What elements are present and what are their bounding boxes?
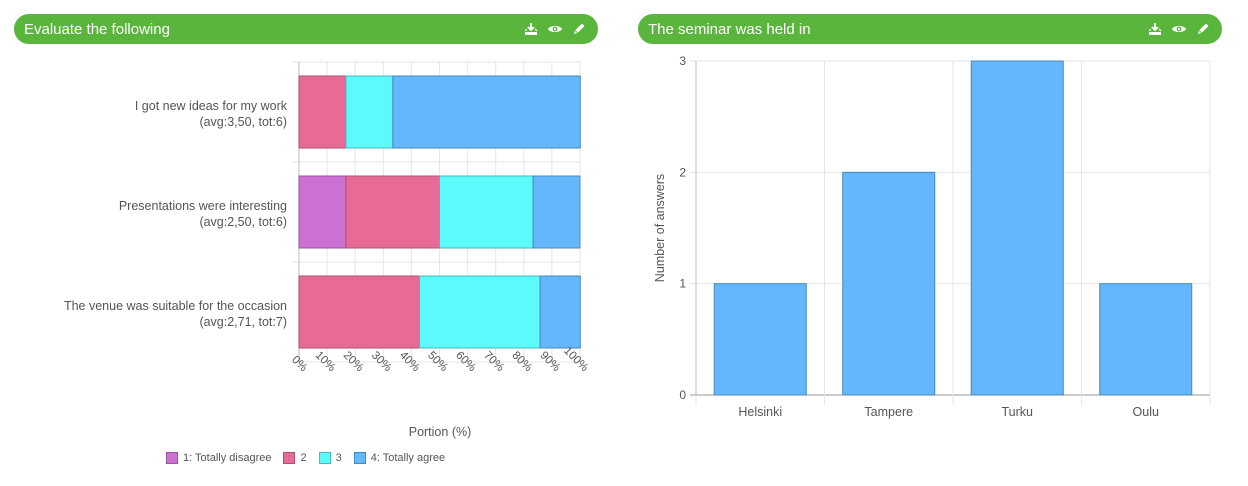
legend-label: 1: Totally disagree <box>183 452 272 464</box>
x-tick-label: Oulu <box>1133 405 1159 419</box>
bar <box>842 171 936 396</box>
y-tick-label: 1 <box>679 277 686 291</box>
category-label-stats: (avg:3,50, tot:6) <box>199 115 287 129</box>
legend-label: 3 <box>335 452 342 464</box>
x-tick-label: 0% <box>289 354 309 374</box>
bar-segment <box>539 275 581 349</box>
legend-label: 2 <box>300 452 307 464</box>
x-axis-label: Portion (%) <box>409 425 472 439</box>
download-icon[interactable] <box>522 20 540 38</box>
legend-swatch <box>166 452 178 464</box>
y-axis-label: Number of answers <box>653 174 667 282</box>
x-tick-label: Helsinki <box>738 405 782 419</box>
bar <box>713 283 807 396</box>
right-panel-header: The seminar was held in <box>638 14 1222 44</box>
left-panel: Evaluate the following I got new ideas f… <box>0 0 610 486</box>
bar-segment <box>439 175 534 249</box>
legend-swatch <box>283 452 296 464</box>
bar-segment <box>345 175 440 249</box>
eye-icon[interactable] <box>546 20 564 38</box>
pencil-icon[interactable] <box>570 20 588 38</box>
bar-segment <box>298 275 421 349</box>
legend-item: 4: Totally agree <box>353 452 446 464</box>
legend: 1: Totally disagree 2 3 4: Totally agree <box>166 452 445 464</box>
right-panel: The seminar was held in 0 1 2 3 Helsinki Tamp… <box>624 0 1248 486</box>
right-panel-title: The seminar was held in <box>648 20 811 38</box>
bar-segment <box>532 175 581 249</box>
category-label: Presentations were interesting <box>119 199 287 213</box>
y-tick-label: 2 <box>679 165 686 179</box>
bar <box>970 60 1064 396</box>
bar-segment <box>298 175 347 249</box>
category-label: I got new ideas for my work <box>135 99 288 113</box>
bar <box>1099 283 1193 396</box>
x-tick-label: Tampere <box>864 405 913 419</box>
legend-item: 1: Totally disagree <box>166 452 271 464</box>
download-icon[interactable] <box>1146 20 1164 38</box>
legend-swatch <box>353 452 366 464</box>
left-panel-title: Evaluate the following <box>24 20 170 38</box>
x-tick-label: Turku <box>1002 405 1034 419</box>
bar-segment <box>298 75 347 149</box>
y-tick-label: 0 <box>679 388 686 402</box>
category-label-stats: (avg:2,50, tot:6) <box>199 215 287 229</box>
bar-segment <box>392 75 581 149</box>
legend-swatch <box>318 452 331 464</box>
category-label: The venue was suitable for the occasion <box>64 299 287 313</box>
category-label-stats: (avg:2,71, tot:7) <box>199 315 287 329</box>
eye-icon[interactable] <box>1170 20 1188 38</box>
bar-segment <box>345 75 394 149</box>
column-chart: 0 1 2 3 Helsinki Tampere Turku Oulu Number of an… <box>653 54 1211 419</box>
bar-segment <box>419 275 541 349</box>
legend-label: 4: Totally agree <box>370 452 446 464</box>
x-tick-label: 100% <box>561 345 590 374</box>
legend-item: 2 <box>283 452 307 464</box>
y-tick-label: 3 <box>679 54 686 68</box>
pencil-icon[interactable] <box>1194 20 1212 38</box>
legend-item: 3 <box>318 452 342 464</box>
left-panel-header: Evaluate the following <box>14 14 598 44</box>
stacked-bar-chart: I got new ideas for my work (avg:3,50, to… <box>64 61 590 439</box>
